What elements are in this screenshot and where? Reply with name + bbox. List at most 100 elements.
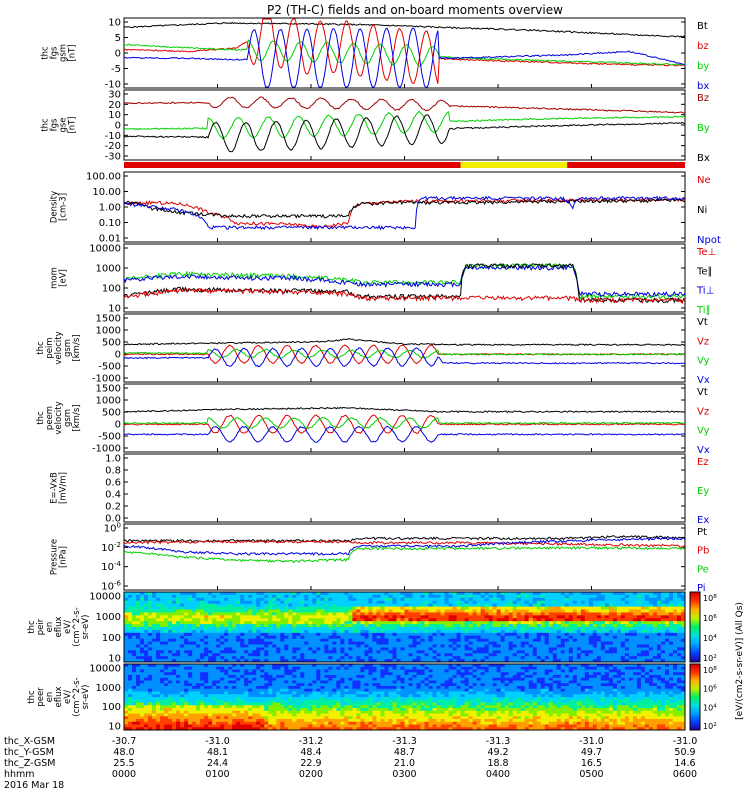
spectrogram-cell [272, 618, 277, 622]
spectrogram-cell [332, 629, 337, 634]
spectrogram-cell [344, 618, 349, 622]
spectrogram-cell [304, 727, 309, 731]
spectrogram-cell [336, 594, 341, 599]
spectrogram-cell [656, 594, 662, 599]
spectrogram-cell [280, 716, 285, 720]
spectrogram-cell [296, 627, 301, 631]
spectrogram-cell [296, 705, 301, 709]
spectrogram-cell [632, 603, 638, 607]
spectrogram-cell [264, 632, 269, 637]
spectrogram-cell [324, 644, 329, 648]
spectrogram-cell [412, 647, 417, 651]
spectrogram-cell [288, 600, 293, 605]
spectrogram-cell [452, 603, 457, 607]
spectrogram-cell [404, 635, 409, 640]
spectrogram-cell [156, 603, 161, 607]
spectrogram-cell [304, 624, 309, 628]
spectrogram-cell [672, 629, 678, 634]
spectrogram-cell [424, 659, 429, 663]
spectrogram-cell [272, 615, 277, 619]
spectrogram-cell [404, 600, 409, 605]
spectrogram-cell [336, 647, 341, 651]
spectrogram-cell [512, 615, 518, 619]
spectrogram-cell [528, 621, 534, 625]
spectrogram-cell [488, 644, 494, 648]
spectrogram-cell [184, 627, 189, 631]
spectrogram-cell [136, 641, 141, 645]
spectrogram-cell [516, 638, 522, 642]
spectrogram-cell [508, 632, 514, 637]
spectrogram-cell [616, 629, 622, 634]
spectrogram-cell [332, 675, 337, 679]
spectrogram-cell [220, 647, 225, 651]
spectrogram-cell [572, 629, 578, 634]
spectrogram-cell [344, 629, 349, 634]
spectrogram-cell [276, 638, 281, 642]
spectrogram-cell [388, 656, 393, 660]
spectrogram-cell [300, 653, 305, 657]
spectrogram-cell [164, 594, 169, 599]
spectrogram-cell [384, 624, 389, 628]
spectrogram-cell [352, 629, 357, 634]
spectrogram-cell [636, 647, 642, 651]
spectrogram-cell [268, 727, 273, 731]
spectrogram-cell [276, 609, 281, 613]
spectrogram-cell [484, 592, 490, 596]
spectrogram-cell [328, 653, 333, 657]
spectrogram-cell [368, 597, 373, 602]
spectrogram-cell [260, 624, 265, 628]
spectrogram-cell [624, 592, 630, 596]
spectrogram-cell [284, 686, 289, 690]
spectrogram-cell [372, 603, 377, 607]
spectrogram-cell [248, 691, 253, 695]
y-tick-label: -500 [98, 432, 121, 443]
spectrogram-cell [140, 603, 145, 607]
spectrogram-cell [672, 624, 678, 628]
spectrogram-cell [680, 632, 686, 637]
spectrogram-cell [508, 600, 514, 605]
spectrogram-cell [312, 664, 317, 668]
spectrogram-cell [320, 644, 325, 648]
spectrogram-cell [136, 677, 141, 681]
spectrogram-cell [588, 638, 594, 642]
spectrogram-cell [220, 594, 225, 599]
spectrogram-cell [596, 624, 602, 628]
spectrogram-cell [348, 656, 353, 660]
spectrogram-cell [256, 647, 261, 651]
spectrogram-cell [156, 677, 161, 681]
spectrogram-cell [224, 624, 229, 628]
spectrogram-cell [520, 612, 526, 616]
spectrogram-cell [428, 603, 433, 607]
spectrogram-cell [240, 603, 245, 607]
spectrogram-cell [248, 713, 253, 717]
spectrogram-cell [180, 606, 185, 610]
spectrogram-cell [628, 656, 634, 660]
spectrogram-cell [268, 724, 273, 728]
spectrogram-cell [152, 653, 157, 657]
spectrogram-cell [380, 659, 385, 663]
spectrogram-cell [204, 621, 209, 625]
spectrogram-cell [156, 719, 161, 723]
spectrogram-cell [124, 618, 129, 622]
spectrogram-cell [616, 615, 622, 619]
spectrogram-cell [148, 697, 153, 701]
spectrogram-cell [336, 664, 341, 668]
spectrogram-cell [224, 719, 229, 723]
spectrogram-cell [472, 606, 478, 610]
spectrogram-cell [132, 635, 137, 640]
spectrogram-cell [428, 650, 433, 654]
spectrogram-cell [556, 624, 562, 628]
spectrogram-cell [228, 659, 233, 663]
spectrogram-cell [372, 592, 377, 596]
spectrogram-cell [256, 664, 261, 668]
spectrogram-cell [316, 680, 321, 684]
spectrogram-cell [188, 644, 193, 648]
spectrogram-cell [676, 632, 682, 637]
spectrogram-cell [312, 594, 317, 599]
spectrogram-cell [636, 635, 642, 640]
spectrogram-cell [124, 621, 129, 625]
spectrogram-cell [308, 699, 313, 703]
spectrogram-cell [308, 677, 313, 681]
spectrogram-cell [556, 659, 562, 663]
spectrogram-cell [552, 647, 558, 651]
